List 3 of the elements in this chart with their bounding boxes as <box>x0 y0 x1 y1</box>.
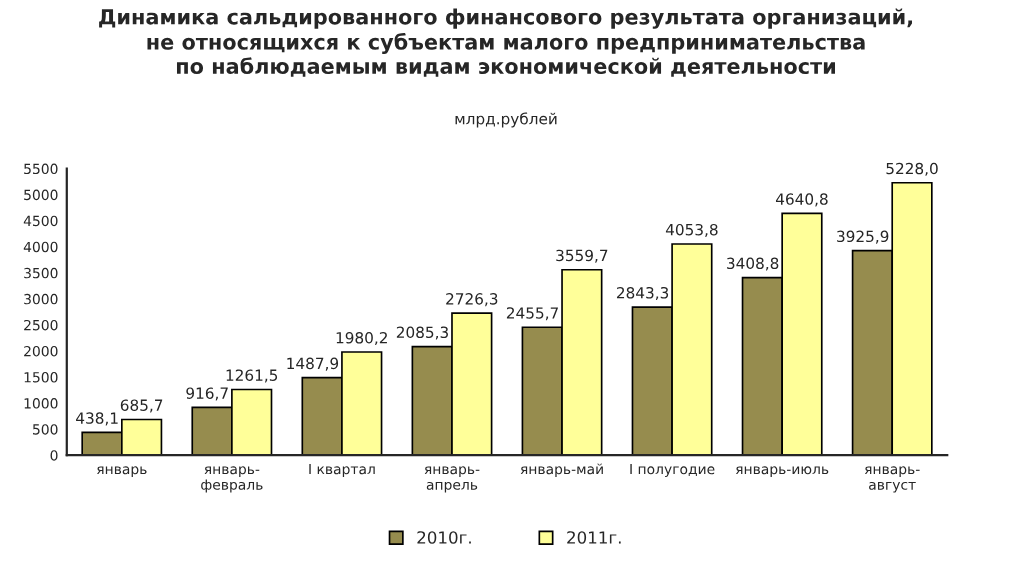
legend-label: 2010г. <box>417 531 471 544</box>
legend-label: 2011г. <box>567 531 621 544</box>
chart-title: Динамика сальдированного финансового результата организаций, не относящихся к субъектам малого предпринимательства по наблюдаемым видам экономической деятельности <box>99 8 912 77</box>
